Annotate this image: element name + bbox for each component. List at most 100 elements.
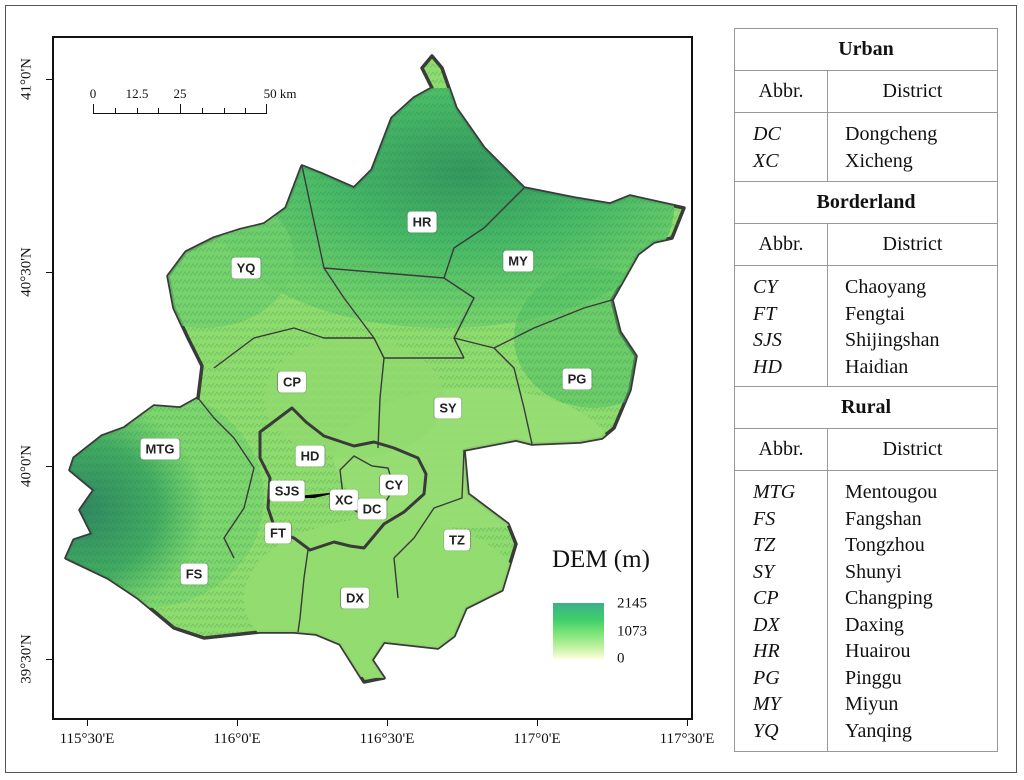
district-label-sjs: SJS [269, 480, 305, 502]
col-header-district: District [827, 223, 998, 266]
scale-tick [180, 104, 181, 114]
group-title-borderland: Borderland [734, 181, 998, 224]
district-label-pg: PG [562, 368, 592, 390]
scale-tick [224, 108, 225, 114]
map-panel [52, 36, 693, 720]
scale-tick [245, 108, 246, 114]
scale-label-12-5: 12.5 [125, 86, 149, 101]
district-label-sy: SY [434, 397, 462, 419]
scale-bar: 0 12.5 25 50 km [89, 86, 296, 126]
y-tick-label: 41°0'N [18, 57, 35, 101]
x-tick-label: 116°0'E [213, 731, 261, 747]
abbr-item: FT [753, 302, 777, 325]
legend-colorbar [553, 603, 604, 659]
district-label-hd: HD [295, 445, 325, 467]
legend-mid: 1073 [617, 623, 647, 640]
district-label-yq: YQ [231, 257, 261, 279]
scale-tick [93, 104, 94, 114]
figure-frame [5, 5, 1017, 773]
y-tickmark [46, 272, 52, 273]
district-label-mtg: MTG [140, 438, 180, 460]
abbr-item: DC [753, 123, 781, 145]
scale-tick [202, 108, 203, 114]
y-tick-label: 40°0'N [18, 444, 35, 488]
district-item: Yanqing [845, 719, 912, 742]
col-header-district: District [827, 428, 998, 471]
abbr-item: XC [753, 149, 779, 172]
scale-tick [158, 108, 159, 114]
district-label-my: MY [503, 250, 533, 272]
district-item: Shijingshan [845, 329, 940, 351]
scale-label-0: 0 [89, 86, 97, 101]
col-header-district: District [827, 70, 998, 113]
borderland-abbr-cell: CY FT SJS HD [734, 265, 828, 387]
district-label-xc: XC [329, 489, 359, 511]
x-tick-label: 116°30'E [359, 731, 415, 747]
abbr-item: HD [753, 355, 782, 378]
abbr-item: YQ [753, 719, 779, 742]
legend-max: 2145 [617, 595, 647, 612]
district-table: Urban Abbr. District DC XC Dongcheng Xic… [734, 28, 998, 752]
district-label-cp: CP [277, 371, 307, 393]
district-item: Chaoyang [845, 276, 927, 298]
scale-tick [266, 104, 267, 114]
col-header-abbr: Abbr. [734, 70, 828, 113]
y-tickmark [46, 79, 52, 80]
borderland-name-cell: Chaoyang Fengtai Shijingshan Haidian [827, 265, 998, 387]
x-tickmark [537, 720, 538, 726]
district-item: Dongcheng [845, 123, 938, 145]
col-header-abbr: Abbr. [734, 428, 828, 471]
scale-label-50: 50 km [263, 86, 297, 101]
district-label-fs: FS [180, 563, 208, 585]
scale-tick [115, 108, 116, 114]
y-tickmark [46, 659, 52, 660]
district-label-hr: HR [407, 211, 437, 233]
y-tickmark [46, 466, 52, 467]
abbr-item: HR [753, 640, 780, 662]
group-title-rural: Rural [734, 386, 998, 429]
x-tickmark [387, 720, 388, 726]
district-item: Daxing [845, 613, 904, 636]
urban-name-cell: Dongcheng Xicheng [827, 112, 998, 182]
y-tick-label: 39°30'N [18, 634, 35, 684]
y-tick-label: 40°30'N [18, 247, 35, 297]
district-boundaries [197, 165, 613, 633]
x-tick-label: 117°0'E [513, 731, 561, 747]
dem-map [64, 54, 686, 684]
scale-label-25: 25 [173, 86, 187, 101]
district-label-dc: DC [357, 498, 387, 520]
district-item: Fengtai [845, 302, 905, 325]
legend-title: DEM (m) [552, 546, 650, 573]
district-label-cy: CY [379, 474, 409, 496]
abbr-item: SJS [753, 329, 782, 351]
abbr-item: CY [753, 276, 778, 298]
district-label-ft: FT [265, 522, 291, 544]
abbr-item: MTG [753, 481, 796, 503]
abbr-item: TZ [753, 534, 776, 556]
district-item: Changping [845, 587, 933, 609]
x-tickmark [87, 720, 88, 726]
district-label-tz: TZ [444, 529, 470, 551]
district-label-dx: DX [340, 587, 370, 609]
group-title-urban: Urban [734, 28, 998, 71]
x-tickmark [237, 720, 238, 726]
legend-min: 0 [617, 650, 625, 667]
rural-abbr-cell: MTG FS TZ SY CP DX HR PG MY YQ [734, 470, 828, 752]
x-tickmark [687, 720, 688, 726]
district-item: Pinggu [845, 666, 902, 689]
abbr-item: SY [753, 560, 775, 583]
abbr-item: FS [753, 507, 776, 530]
col-header-abbr: Abbr. [734, 223, 828, 266]
district-item: Huairou [845, 640, 911, 662]
x-tick-label: 117°30'E [659, 731, 715, 747]
x-tick-label: 115°30'E [59, 731, 115, 747]
scale-tick [137, 108, 138, 114]
rural-name-cell: Mentougou Fangshan Tongzhou Shunyi Chang… [827, 470, 998, 752]
urban-abbr-cell: DC XC [734, 112, 828, 182]
district-item: Fangshan [845, 507, 922, 530]
district-item: Tongzhou [845, 534, 925, 556]
abbr-item: CP [753, 587, 779, 609]
district-item: Haidian [845, 355, 909, 378]
abbr-item: DX [753, 613, 780, 636]
district-item: Miyun [845, 693, 899, 715]
